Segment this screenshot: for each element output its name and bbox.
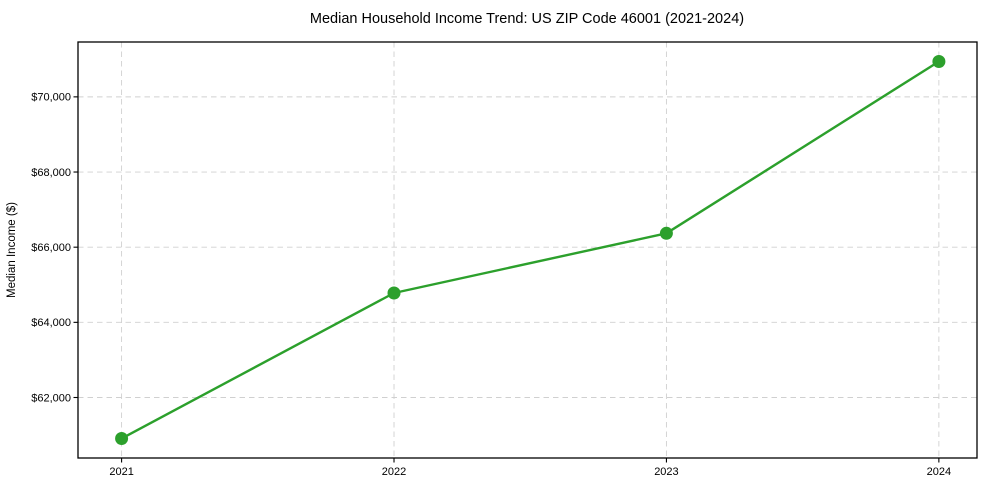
tick-layer: 2021 2022 2023 2024 $62,000 $64,000 $66,000 $68… — [31, 92, 951, 478]
y-tick-label: $70,000 — [31, 92, 71, 104]
y-tick-label: $66,000 — [31, 242, 71, 254]
grid-layer — [78, 42, 977, 458]
y-tick-label: $62,000 — [31, 392, 71, 404]
y-tick-label: $64,000 — [31, 317, 71, 329]
trend-line — [120, 60, 941, 440]
x-tick-label: 2021 — [109, 466, 133, 478]
series-layer — [115, 55, 946, 445]
y-axis-label: Median Income ($) — [6, 202, 18, 298]
data-point-2021 — [115, 432, 129, 445]
chart-title: Median Household Income Trend: US ZIP Co… — [310, 11, 744, 27]
data-point-2024 — [932, 55, 946, 68]
x-tick-label: 2023 — [654, 466, 678, 478]
data-point-2023 — [659, 226, 673, 240]
x-tick-label: 2022 — [382, 466, 406, 478]
data-point-2022 — [387, 286, 401, 300]
plot-border — [77, 41, 978, 459]
y-tick-label: $68,000 — [31, 167, 71, 179]
x-tick-label: 2024 — [927, 466, 951, 478]
